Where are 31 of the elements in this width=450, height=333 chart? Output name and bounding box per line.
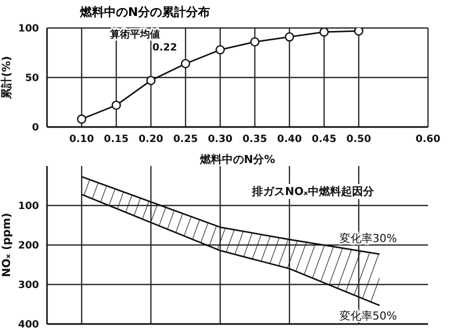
point [250, 37, 260, 47]
x-tick-label: 0.45 [312, 134, 336, 146]
x-tick-label: 0.40 [277, 134, 302, 146]
point [112, 100, 121, 110]
y-axis-title: 累計(%) [0, 56, 13, 100]
y-tick-label: 100 [18, 201, 40, 212]
x-tick-label: 0.30 [208, 134, 233, 146]
point [216, 45, 225, 54]
point [180, 58, 190, 68]
point [319, 28, 329, 37]
y-tick-label: 300 [18, 280, 40, 292]
y-tick-label: 0 [32, 122, 40, 134]
y-tick-label: 50 [25, 73, 40, 84]
x-tick-label: 0.15 [104, 134, 129, 146]
y-axis-title: NOₓ (ppm) [0, 212, 13, 278]
x-tick-label: 0.10 [69, 134, 94, 146]
point [284, 32, 294, 42]
x-axis-title: 燃料中のN分% [198, 153, 276, 166]
x-tick-label: 0.35 [242, 134, 268, 146]
y-tick-label: 100 [18, 24, 40, 35]
point [146, 76, 156, 86]
x-tick-label: 0.20 [138, 134, 164, 146]
chart-title: 燃料中のN分の累計分布 [80, 4, 210, 21]
x-tick-label: 0.50 [346, 134, 372, 146]
point [76, 114, 86, 124]
point [354, 28, 364, 36]
y-tick-label: 400 [18, 320, 40, 331]
y-tick-label: 200 [18, 240, 40, 252]
x-tick-label: 0.25 [173, 134, 198, 146]
annotation: 排ガスNOₓ中燃料起因分 [250, 184, 376, 199]
x-tick-label: 0.60 [416, 134, 440, 146]
